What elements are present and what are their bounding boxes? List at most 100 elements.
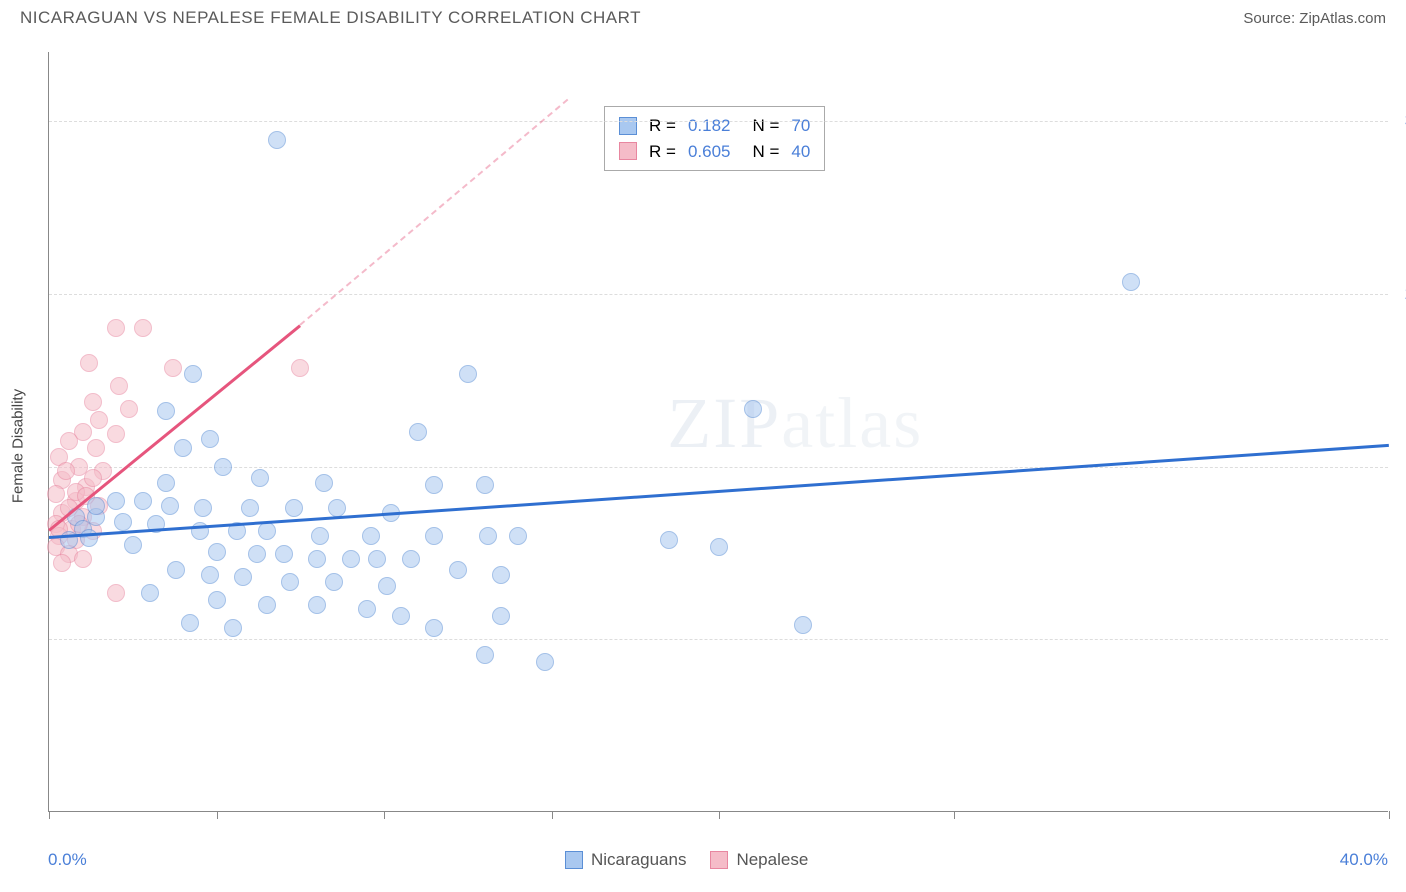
data-point <box>275 545 293 563</box>
data-point <box>358 600 376 618</box>
data-point <box>285 499 303 517</box>
legend-item: Nepalese <box>710 850 808 870</box>
x-tick <box>954 811 955 819</box>
n-value: 40 <box>791 139 810 165</box>
data-point <box>308 550 326 568</box>
legend-label: Nepalese <box>736 850 808 870</box>
data-point <box>87 497 105 515</box>
data-point <box>234 568 252 586</box>
data-point <box>368 550 386 568</box>
data-point <box>80 529 98 547</box>
data-point <box>74 550 92 568</box>
data-point <box>479 527 497 545</box>
data-point <box>258 522 276 540</box>
r-label: R = <box>649 139 676 165</box>
data-point <box>84 469 102 487</box>
gridline <box>49 639 1388 640</box>
watermark-right: atlas <box>781 383 923 463</box>
stats-row: R = 0.605N = 40 <box>619 139 810 165</box>
data-point <box>509 527 527 545</box>
data-point <box>291 359 309 377</box>
y-axis-label: Female Disability <box>10 389 27 503</box>
data-point <box>281 573 299 591</box>
data-point <box>208 543 226 561</box>
data-point <box>536 653 554 671</box>
data-point <box>425 476 443 494</box>
n-label: N = <box>752 139 779 165</box>
data-point <box>157 402 175 420</box>
data-point <box>134 319 152 337</box>
data-point <box>342 550 360 568</box>
x-tick <box>552 811 553 819</box>
data-point <box>107 492 125 510</box>
legend-item: Nicaraguans <box>565 850 686 870</box>
data-point <box>409 423 427 441</box>
data-point <box>268 131 286 149</box>
n-value: 70 <box>791 113 810 139</box>
data-point <box>378 577 396 595</box>
x-axis-min-label: 0.0% <box>48 850 87 870</box>
data-point <box>87 439 105 457</box>
data-point <box>1122 273 1140 291</box>
data-point <box>328 499 346 517</box>
data-point <box>710 538 728 556</box>
data-point <box>425 619 443 637</box>
watermark-left: ZIP <box>667 383 781 463</box>
legend-swatch <box>619 142 637 160</box>
x-tick <box>217 811 218 819</box>
data-point <box>744 400 762 418</box>
data-point <box>181 614 199 632</box>
x-tick <box>719 811 720 819</box>
data-point <box>660 531 678 549</box>
data-point <box>425 527 443 545</box>
data-point <box>157 474 175 492</box>
legend-label: Nicaraguans <box>591 850 686 870</box>
data-point <box>201 430 219 448</box>
data-point <box>201 566 219 584</box>
x-tick <box>49 811 50 819</box>
trend-line <box>300 98 569 325</box>
data-point <box>110 377 128 395</box>
data-point <box>167 561 185 579</box>
data-point <box>208 591 226 609</box>
data-point <box>315 474 333 492</box>
x-axis-max-label: 40.0% <box>1340 850 1388 870</box>
data-point <box>120 400 138 418</box>
data-point <box>80 354 98 372</box>
data-point <box>794 616 812 634</box>
data-point <box>84 393 102 411</box>
chart-title: NICARAGUAN VS NEPALESE FEMALE DISABILITY… <box>20 8 641 28</box>
data-point <box>194 499 212 517</box>
x-tick <box>384 811 385 819</box>
data-point <box>214 458 232 476</box>
stats-legend: R = 0.182N = 70R = 0.605N = 40 <box>604 106 825 171</box>
data-point <box>248 545 266 563</box>
data-point <box>53 554 71 572</box>
data-point <box>107 319 125 337</box>
legend-swatch <box>710 851 728 869</box>
data-point <box>60 432 78 450</box>
data-point <box>402 550 420 568</box>
data-point <box>164 359 182 377</box>
legend-swatch <box>619 117 637 135</box>
source-name: ZipAtlas.com <box>1299 10 1386 27</box>
data-point <box>362 527 380 545</box>
scatter-plot: ZIPatlas R = 0.182N = 70R = 0.605N = 40 … <box>48 52 1388 812</box>
data-point <box>476 476 494 494</box>
data-point <box>449 561 467 579</box>
watermark: ZIPatlas <box>667 382 923 465</box>
data-point <box>311 527 329 545</box>
r-label: R = <box>649 113 676 139</box>
data-point <box>57 462 75 480</box>
data-point <box>184 365 202 383</box>
stats-row: R = 0.182N = 70 <box>619 113 810 139</box>
legend-swatch <box>565 851 583 869</box>
gridline <box>49 467 1388 468</box>
source-prefix: Source: <box>1243 10 1299 27</box>
data-point <box>107 584 125 602</box>
gridline <box>49 294 1388 295</box>
gridline <box>49 121 1388 122</box>
data-point <box>459 365 477 383</box>
data-point <box>492 566 510 584</box>
data-point <box>325 573 343 591</box>
